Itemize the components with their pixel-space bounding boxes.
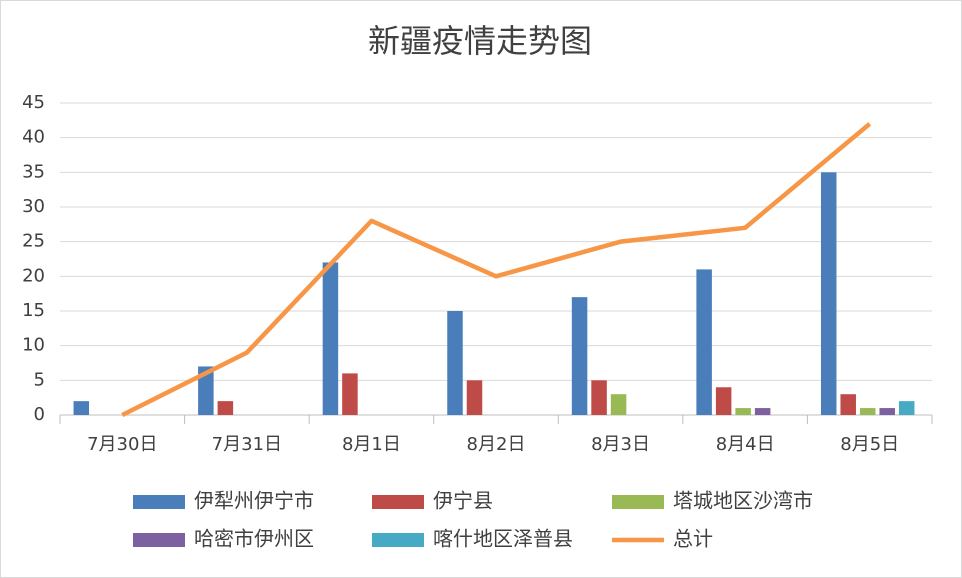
bar xyxy=(73,401,90,415)
bar xyxy=(322,262,339,415)
y-tick-label: 30 xyxy=(22,196,45,217)
bar xyxy=(217,401,234,415)
legend-label: 总计 xyxy=(673,527,713,551)
bar xyxy=(571,297,588,415)
bar xyxy=(447,311,463,415)
x-tick-label: 8月4日 xyxy=(716,434,775,455)
legend-swatch xyxy=(372,533,424,547)
bar xyxy=(696,269,712,415)
legend-label: 塔城地区沙湾市 xyxy=(673,489,813,513)
y-tick-label: 10 xyxy=(22,335,45,356)
x-tick-label: 8月2日 xyxy=(467,434,526,455)
y-tick-label: 45 xyxy=(22,92,45,113)
x-tick-label: 7月30日 xyxy=(87,434,157,455)
legend-label: 喀什地区泽普县 xyxy=(433,527,573,551)
bar xyxy=(754,408,771,415)
legend-swatch xyxy=(612,495,664,509)
bar xyxy=(198,366,214,415)
bar xyxy=(715,387,732,415)
bar xyxy=(840,394,856,415)
y-tick-label: 0 xyxy=(34,404,45,425)
x-tick-label: 8月3日 xyxy=(591,434,650,455)
y-tick-label: 35 xyxy=(22,161,45,182)
x-tick-label: 7月31日 xyxy=(212,434,282,455)
y-tick-label: 20 xyxy=(22,265,45,286)
legend-swatch xyxy=(133,533,185,547)
bar xyxy=(879,408,895,415)
bar xyxy=(898,401,915,415)
x-tick-label: 8月1日 xyxy=(342,434,401,455)
bar xyxy=(610,394,627,415)
bar xyxy=(466,380,483,415)
bar xyxy=(820,172,837,415)
y-tick-label: 40 xyxy=(22,127,45,148)
legend-swatch xyxy=(133,495,185,509)
line xyxy=(121,122,872,418)
bar xyxy=(591,380,607,415)
x-tick-label: 8月5日 xyxy=(840,434,899,455)
y-tick-label: 15 xyxy=(22,300,45,321)
y-tick-label: 5 xyxy=(34,369,45,390)
legend-label: 哈密市伊州区 xyxy=(194,527,314,551)
bar xyxy=(735,408,751,415)
y-tick-label: 25 xyxy=(22,231,45,252)
bar xyxy=(859,408,876,415)
legend-label: 伊宁县 xyxy=(433,489,493,513)
chart-title: 新疆疫情走势图 xyxy=(368,22,592,60)
legend-swatch xyxy=(372,495,424,509)
legend-label: 伊犁州伊宁市 xyxy=(194,489,314,513)
bar xyxy=(342,373,358,415)
